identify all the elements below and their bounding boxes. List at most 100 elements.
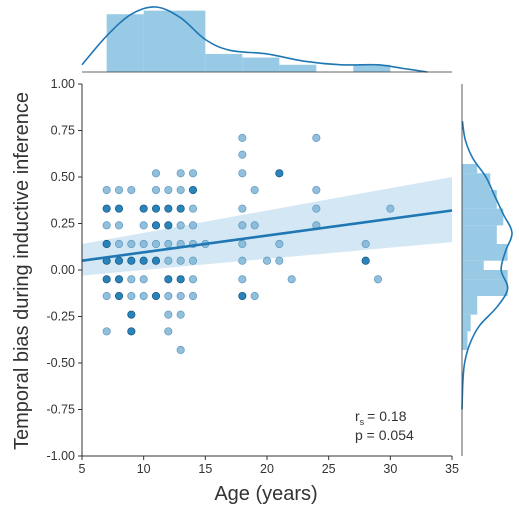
scatter-point	[114, 275, 124, 284]
x-tick-label: 25	[322, 462, 336, 476]
scatter-point	[361, 239, 370, 249]
x-tick-label: 10	[137, 462, 151, 476]
scatter-point	[139, 275, 148, 284]
scatter-point	[275, 239, 284, 249]
y-hist-bar	[462, 243, 508, 261]
scatter-point	[127, 239, 136, 249]
x-tick-label: 35	[445, 462, 459, 476]
x-axis-title: Age (years)	[214, 483, 317, 505]
scatter-point	[164, 327, 173, 336]
r-subscript: s	[360, 417, 365, 427]
scatter-point	[250, 185, 259, 195]
y-hist-bar	[462, 296, 478, 315]
scatter-point	[238, 169, 247, 178]
x-tick-label: 20	[260, 462, 274, 476]
scatter-point	[139, 239, 148, 249]
ci-area	[82, 177, 452, 276]
scatter-point	[238, 150, 247, 159]
scatter-point	[176, 169, 185, 178]
scatter-point	[238, 133, 247, 142]
scatter-point	[164, 275, 173, 284]
scatter-point	[386, 204, 395, 213]
y-tick-label: 0.50	[51, 170, 75, 184]
y-marginal-histogram	[461, 84, 513, 456]
scatter-point	[287, 275, 296, 284]
scatter-point	[176, 345, 185, 355]
scatter-point	[164, 204, 173, 213]
scatter-point	[312, 204, 321, 213]
x-hist-bar	[353, 64, 391, 72]
scatter-point	[139, 291, 148, 301]
r-label: r	[355, 408, 360, 424]
scatter-point	[127, 185, 136, 195]
scatter-point	[238, 204, 247, 213]
x-tick-label: 15	[198, 462, 212, 476]
y-hist-bar	[462, 270, 508, 280]
scatter-point	[102, 185, 111, 195]
scatter-point	[188, 291, 198, 301]
scatter-point	[238, 275, 247, 284]
scatter-point	[127, 310, 136, 319]
y-tick-label: -0.75	[47, 403, 76, 417]
scatter-point	[164, 310, 173, 319]
scatter-point	[102, 327, 111, 336]
scatter-point	[164, 256, 173, 265]
scatter-point	[176, 204, 185, 213]
scatter-point	[176, 291, 185, 301]
scatter-point	[176, 185, 185, 195]
y-hist-bar	[462, 208, 504, 226]
spearman-stat: rs = 0.18	[355, 408, 407, 427]
scatter-point	[312, 185, 321, 195]
scatter-point	[312, 133, 321, 142]
scatter-point	[102, 239, 111, 249]
y-tick-label: 0.25	[51, 217, 75, 231]
y-hist-bar	[462, 225, 497, 244]
regression-line	[81, 209, 453, 262]
scatter-point	[102, 204, 111, 213]
r-value: = 0.18	[367, 408, 407, 424]
x-marginal-histogram	[81, 6, 452, 73]
y-hist-bar	[462, 173, 491, 191]
scatter-point	[176, 275, 185, 284]
scatter-point	[139, 256, 148, 265]
scatter-point	[164, 221, 173, 230]
y-tick-label: 1.00	[51, 77, 75, 91]
y-tick-label: 0.00	[51, 263, 75, 277]
x-hist-bar	[143, 10, 206, 72]
y-tick-label: -1.00	[47, 449, 76, 463]
x-tick-labels: 5 10 15 20 25 30 35	[79, 456, 459, 476]
scatter-point	[188, 204, 198, 213]
y-hist-bar	[462, 331, 468, 350]
scatter-point	[151, 256, 161, 265]
x-hist-bar	[279, 64, 317, 72]
scatter-point	[114, 291, 124, 301]
y-axis-title: Temporal bias during inductive inference	[11, 92, 33, 450]
scatter-point	[139, 221, 148, 230]
scatter-point	[127, 327, 136, 336]
scatter-point	[114, 185, 124, 195]
x-kde-curve	[81, 6, 428, 73]
scatter-point	[114, 221, 124, 230]
scatter-point	[151, 239, 161, 249]
scatter-point	[176, 256, 185, 265]
scatter-point	[188, 256, 198, 265]
scatter-point	[238, 256, 247, 265]
scatter-point	[151, 291, 161, 301]
scatter-point	[275, 256, 284, 265]
y-tick-label: 0.75	[51, 124, 75, 138]
scatter-point	[151, 221, 161, 230]
scatter-point	[250, 221, 259, 230]
scatter-point	[102, 221, 111, 230]
y-tick-label: -0.25	[47, 310, 76, 324]
scatter-point	[238, 221, 247, 230]
y-hist-bar	[462, 190, 497, 209]
scatter-point	[275, 169, 284, 178]
scatter-point	[361, 256, 370, 265]
scatter-point	[151, 185, 161, 195]
scatter-point	[262, 256, 272, 265]
scatter-point	[164, 291, 173, 301]
scatter-point	[373, 275, 383, 284]
x-hist-bar	[205, 53, 243, 72]
y-hist-bar	[462, 314, 471, 332]
